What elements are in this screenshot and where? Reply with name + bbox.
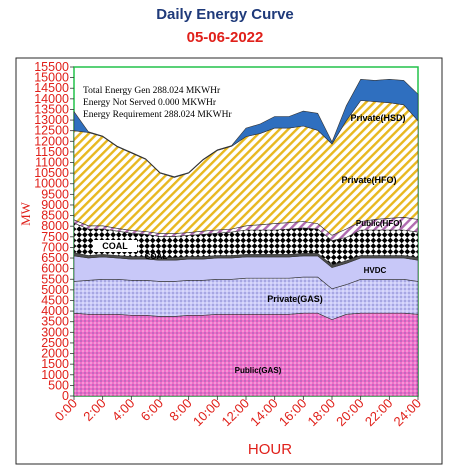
x-tick-label: 6:00 bbox=[138, 396, 167, 425]
coal-label-bg bbox=[93, 240, 137, 252]
y-tick-label: 11500 bbox=[35, 145, 69, 159]
y-tick-label: 12500 bbox=[34, 124, 69, 138]
y-tick-label: 15500 bbox=[34, 60, 69, 74]
y-tick-label: 4000 bbox=[41, 304, 69, 318]
y-tick-label: 3500 bbox=[41, 315, 69, 329]
x-tick-label: 18:00 bbox=[305, 396, 339, 430]
y-tick-label: 2000 bbox=[41, 347, 69, 361]
area-private-gas bbox=[73, 276, 419, 320]
x-tick-label: 4:00 bbox=[109, 396, 138, 425]
y-tick-label: 9000 bbox=[41, 198, 69, 212]
y-tick-label: 5000 bbox=[41, 283, 69, 297]
y-tick-label: 13000 bbox=[34, 113, 69, 127]
x-tick-label: 12:00 bbox=[219, 396, 253, 430]
y-tick-label: 7000 bbox=[41, 240, 69, 254]
y-tick-label: 8000 bbox=[41, 219, 69, 233]
y-tick-label: 10500 bbox=[34, 166, 69, 180]
x-tick-label: 2:00 bbox=[80, 396, 109, 425]
y-tick-label: 1000 bbox=[41, 368, 69, 382]
x-tick-label: 16:00 bbox=[276, 396, 310, 430]
series-label-private-hsd: Private(HSD) bbox=[350, 113, 405, 123]
y-tick-label: 13500 bbox=[34, 102, 69, 116]
y-tick-label: 1500 bbox=[41, 357, 69, 371]
y-tick-label: 5500 bbox=[41, 272, 69, 286]
x-tick-label: 14:00 bbox=[247, 396, 281, 430]
y-tick-label: 8500 bbox=[41, 209, 69, 223]
series-label-coal: COAL bbox=[102, 241, 128, 251]
area-public-gas bbox=[73, 312, 419, 397]
x-axis-ticks: 0:00 2:00 4:00 6:00 8:0010:0012:0014:0016:00… bbox=[52, 396, 425, 430]
y-tick-label: 6500 bbox=[41, 251, 69, 265]
series-label-coal2: COAL bbox=[145, 252, 168, 261]
y-tick-label: 9500 bbox=[41, 187, 69, 201]
area-private-hsd bbox=[73, 78, 419, 178]
series-label-private-hfo: Private(HFO) bbox=[341, 175, 396, 185]
chart-title: Daily Energy Curve bbox=[156, 6, 294, 23]
y-tick-label: 4500 bbox=[41, 293, 69, 307]
x-axis-label: HOUR bbox=[248, 441, 292, 458]
x-tick-label: 10:00 bbox=[190, 396, 224, 430]
series-label-public-gas: Public(GAS) bbox=[235, 366, 282, 375]
y-axis-ticks: 0500100015002000250030003500400045005000… bbox=[34, 60, 74, 403]
chart-subtitle: 05-06-2022 bbox=[186, 29, 264, 46]
x-tick-label: 22:00 bbox=[362, 396, 396, 430]
series-label-public-hfo: Public(HFO) bbox=[356, 219, 403, 228]
y-axis-label: MW bbox=[18, 201, 33, 226]
y-tick-label: 10000 bbox=[34, 177, 69, 191]
info-line: Total Energy Gen 288.024 MKWHr bbox=[83, 86, 221, 96]
y-tick-label: 12000 bbox=[34, 134, 69, 148]
y-tick-label: 6000 bbox=[41, 262, 69, 276]
y-tick-label: 2500 bbox=[41, 336, 69, 350]
x-tick-label: 20:00 bbox=[333, 396, 367, 430]
y-tick-label: 14500 bbox=[34, 81, 69, 95]
y-tick-label: 14000 bbox=[34, 92, 69, 106]
series-labels: Public(GAS) Private(GAS) HVDC COAL COAL Publi… bbox=[93, 113, 406, 375]
y-tick-label: 11000 bbox=[35, 156, 69, 170]
y-tick-label: 7500 bbox=[41, 230, 69, 244]
y-tick-label: 3000 bbox=[41, 325, 69, 339]
series-label-private-gas: Private(GAS) bbox=[267, 294, 323, 304]
info-line: Energy Not Served 0.000 MKWHr bbox=[83, 98, 217, 108]
outer-frame bbox=[15, 57, 443, 465]
x-tick-label: 0:00 bbox=[52, 396, 81, 425]
energy-info-box: Total Energy Gen 288.024 MKWHr Energy Not… bbox=[83, 86, 232, 120]
y-tick-label: 15000 bbox=[34, 71, 69, 85]
x-tick-label: 24:00 bbox=[391, 396, 425, 430]
series-label-hvdc: HVDC bbox=[364, 266, 387, 275]
y-tick-label: 500 bbox=[48, 378, 69, 392]
area-layers bbox=[73, 78, 419, 397]
y-tick-label: 0 bbox=[62, 389, 69, 403]
info-line: Energy Requirement 288.024 MKWHr bbox=[83, 110, 232, 120]
